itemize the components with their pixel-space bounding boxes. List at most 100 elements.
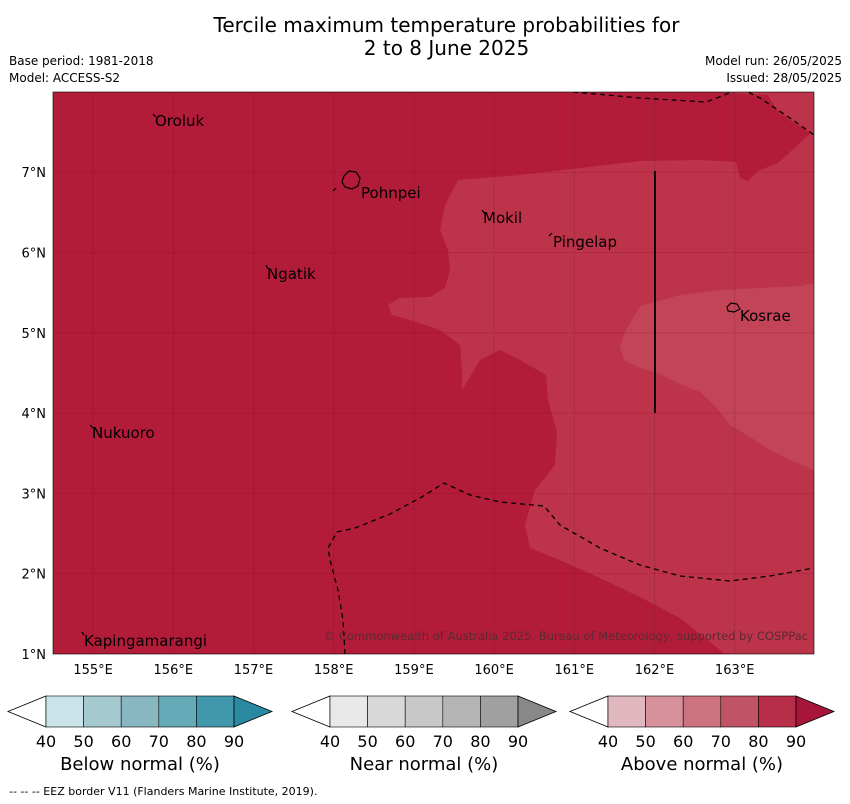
eez-footnote: -- -- -- EEZ border V11 (Flanders Marine… (9, 785, 318, 798)
lat-tick-label: 5°N (22, 327, 47, 342)
lat-tick-label: 6°N (22, 247, 47, 262)
colorbar-tick-label: 60 (111, 732, 131, 751)
colorbar-segment (404, 695, 444, 728)
colorbar-tick-label: 40 (36, 732, 56, 751)
colorbar-tick-label: 80 (186, 732, 206, 751)
title-line-2: 2 to 8 June 2025 (363, 36, 530, 60)
oroluk-atoll (152, 113, 157, 118)
region-above-70-north (712, 92, 814, 135)
colorbar-tick-label: 70 (149, 732, 169, 751)
colorbar-tick-label: 50 (635, 732, 655, 751)
lat-tick-label: 7°N (22, 166, 47, 181)
meta-left: Base period: 1981-2018 Model: ACCESS-S2 (9, 53, 154, 87)
colorbar-near-normal: 40 50 60 70 80 90 (290, 695, 558, 751)
latitude-ticks: 7°N 6°N 5°N 4°N 3°N 2°N 1°N (22, 166, 47, 663)
colorbar-extend-low (6, 695, 47, 728)
place-label-oroluk: Oroluk (155, 112, 204, 130)
model-text: Model: ACCESS-S2 (9, 71, 121, 85)
colorbar-extend-low (290, 695, 331, 728)
place-labels: Oroluk Pohnpei Mokil Pingelap Ngatik Kos… (84, 112, 791, 650)
colorbar-segment (442, 695, 481, 728)
colorbar-label-above: Above normal (%) (620, 754, 784, 775)
lon-tick-label: 156°E (154, 663, 194, 678)
colorbar-tick-label: 40 (320, 732, 340, 751)
colorbar-extend-high (517, 695, 558, 728)
region-above-70 (388, 130, 814, 654)
lon-tick-label: 155°E (73, 663, 113, 678)
colorbar-segment (158, 695, 197, 728)
place-label-pingelap: Pingelap (553, 233, 617, 251)
colorbar-above-normal: 40 50 60 70 80 90 (568, 695, 836, 751)
colorbar-tick-label: 70 (711, 732, 731, 751)
grid-lines (53, 92, 814, 654)
lat-tick-label: 2°N (22, 568, 47, 583)
colorbar-tick-label: 60 (395, 732, 415, 751)
lat-tick-label: 3°N (22, 487, 47, 502)
issued-text: Issued: 28/05/2025 (726, 71, 842, 85)
region-above-60 (620, 283, 814, 470)
colorbar-segment (607, 695, 646, 728)
colorbar-extend-high (233, 695, 274, 728)
copyright-text: © Commonwealth of Australia 2025, Bureau… (324, 629, 808, 643)
colorbar-segment (83, 695, 122, 728)
colorbar-segment (196, 695, 235, 728)
title-line-1: Tercile maximum temperature probabilitie… (213, 13, 680, 37)
lon-tick-label: 162°E (635, 663, 675, 678)
colorbar-segment (45, 695, 84, 728)
ngatik-atoll (265, 264, 269, 270)
pohnpei-coast (341, 170, 361, 190)
probability-map: Oroluk Pohnpei Mokil Pingelap Ngatik Kos… (22, 91, 815, 678)
colorbar-tick-label: 50 (357, 732, 377, 751)
pohnpei-reef (332, 187, 337, 192)
lon-tick-label: 160°E (474, 663, 514, 678)
colorbar-extend-high (795, 695, 836, 728)
colorbar-segment (720, 695, 759, 728)
place-label-mokil: Mokil (483, 209, 522, 227)
colorbar-tick-label: 80 (748, 732, 768, 751)
model-run-text: Model run: 26/05/2025 (704, 54, 842, 68)
base-period-text: Base period: 1981-2018 (9, 54, 154, 68)
colorbar-segment (367, 695, 406, 728)
colorbar-segment (682, 695, 722, 728)
lon-tick-label: 158°E (314, 663, 354, 678)
map-frame (52, 91, 815, 655)
lon-tick-label: 157°E (234, 663, 274, 678)
meta-right: Model run: 26/05/2025 Issued: 28/05/2025 (705, 53, 842, 87)
colorbar-segment (480, 695, 519, 728)
place-label-pohnpei: Pohnpei (361, 184, 421, 202)
colorbar-segment (758, 695, 797, 728)
kapinga-atoll (81, 631, 85, 636)
colorbar-below-normal: 40 50 60 70 80 90 (6, 695, 274, 751)
colorbar-segment (120, 695, 160, 728)
colorbar-label-below: Below normal (%) (60, 754, 220, 775)
eez-borders (327, 92, 814, 654)
colorbar-segment (645, 695, 684, 728)
kosrae-coast (726, 302, 741, 313)
nukuoro-atoll (89, 424, 94, 429)
pingelap-atoll (548, 232, 553, 237)
lat-tick-label: 1°N (22, 648, 47, 663)
place-label-kapingamarangi: Kapingamarangi (84, 632, 207, 650)
eez-border-south (327, 482, 814, 654)
longitude-ticks: 155°E 156°E 157°E 158°E 159°E 160°E 161°E 162°E… (73, 663, 754, 678)
colorbar-tick-label: 50 (73, 732, 93, 751)
colorbar-tick-label: 80 (470, 732, 490, 751)
colorbar-segment (329, 695, 368, 728)
colorbar-extend-low (568, 695, 609, 728)
coastlines (81, 113, 741, 636)
colorbar-tick-label: 70 (433, 732, 453, 751)
lat-tick-label: 4°N (22, 407, 47, 422)
chart-title: Tercile maximum temperature probabilitie… (0, 14, 850, 60)
place-label-kosrae: Kosrae (740, 307, 791, 325)
colorbar-tick-label: 60 (673, 732, 693, 751)
lon-tick-label: 163°E (715, 663, 755, 678)
colorbar-tick-label: 40 (598, 732, 618, 751)
colorbar-tick-label: 90 (508, 732, 528, 751)
mokil-atoll (481, 209, 486, 215)
colorbar-tick-label: 90 (224, 732, 244, 751)
place-label-nukuoro: Nukuoro (92, 424, 155, 442)
colorbar-label-near: Near normal (%) (349, 754, 499, 775)
legend-colorbars: 40 50 60 70 80 90 40 50 60 70 80 90 40 50 60 70 80 90 (6, 695, 836, 751)
region-above-60-islet (780, 386, 800, 406)
lon-tick-label: 159°E (394, 663, 434, 678)
